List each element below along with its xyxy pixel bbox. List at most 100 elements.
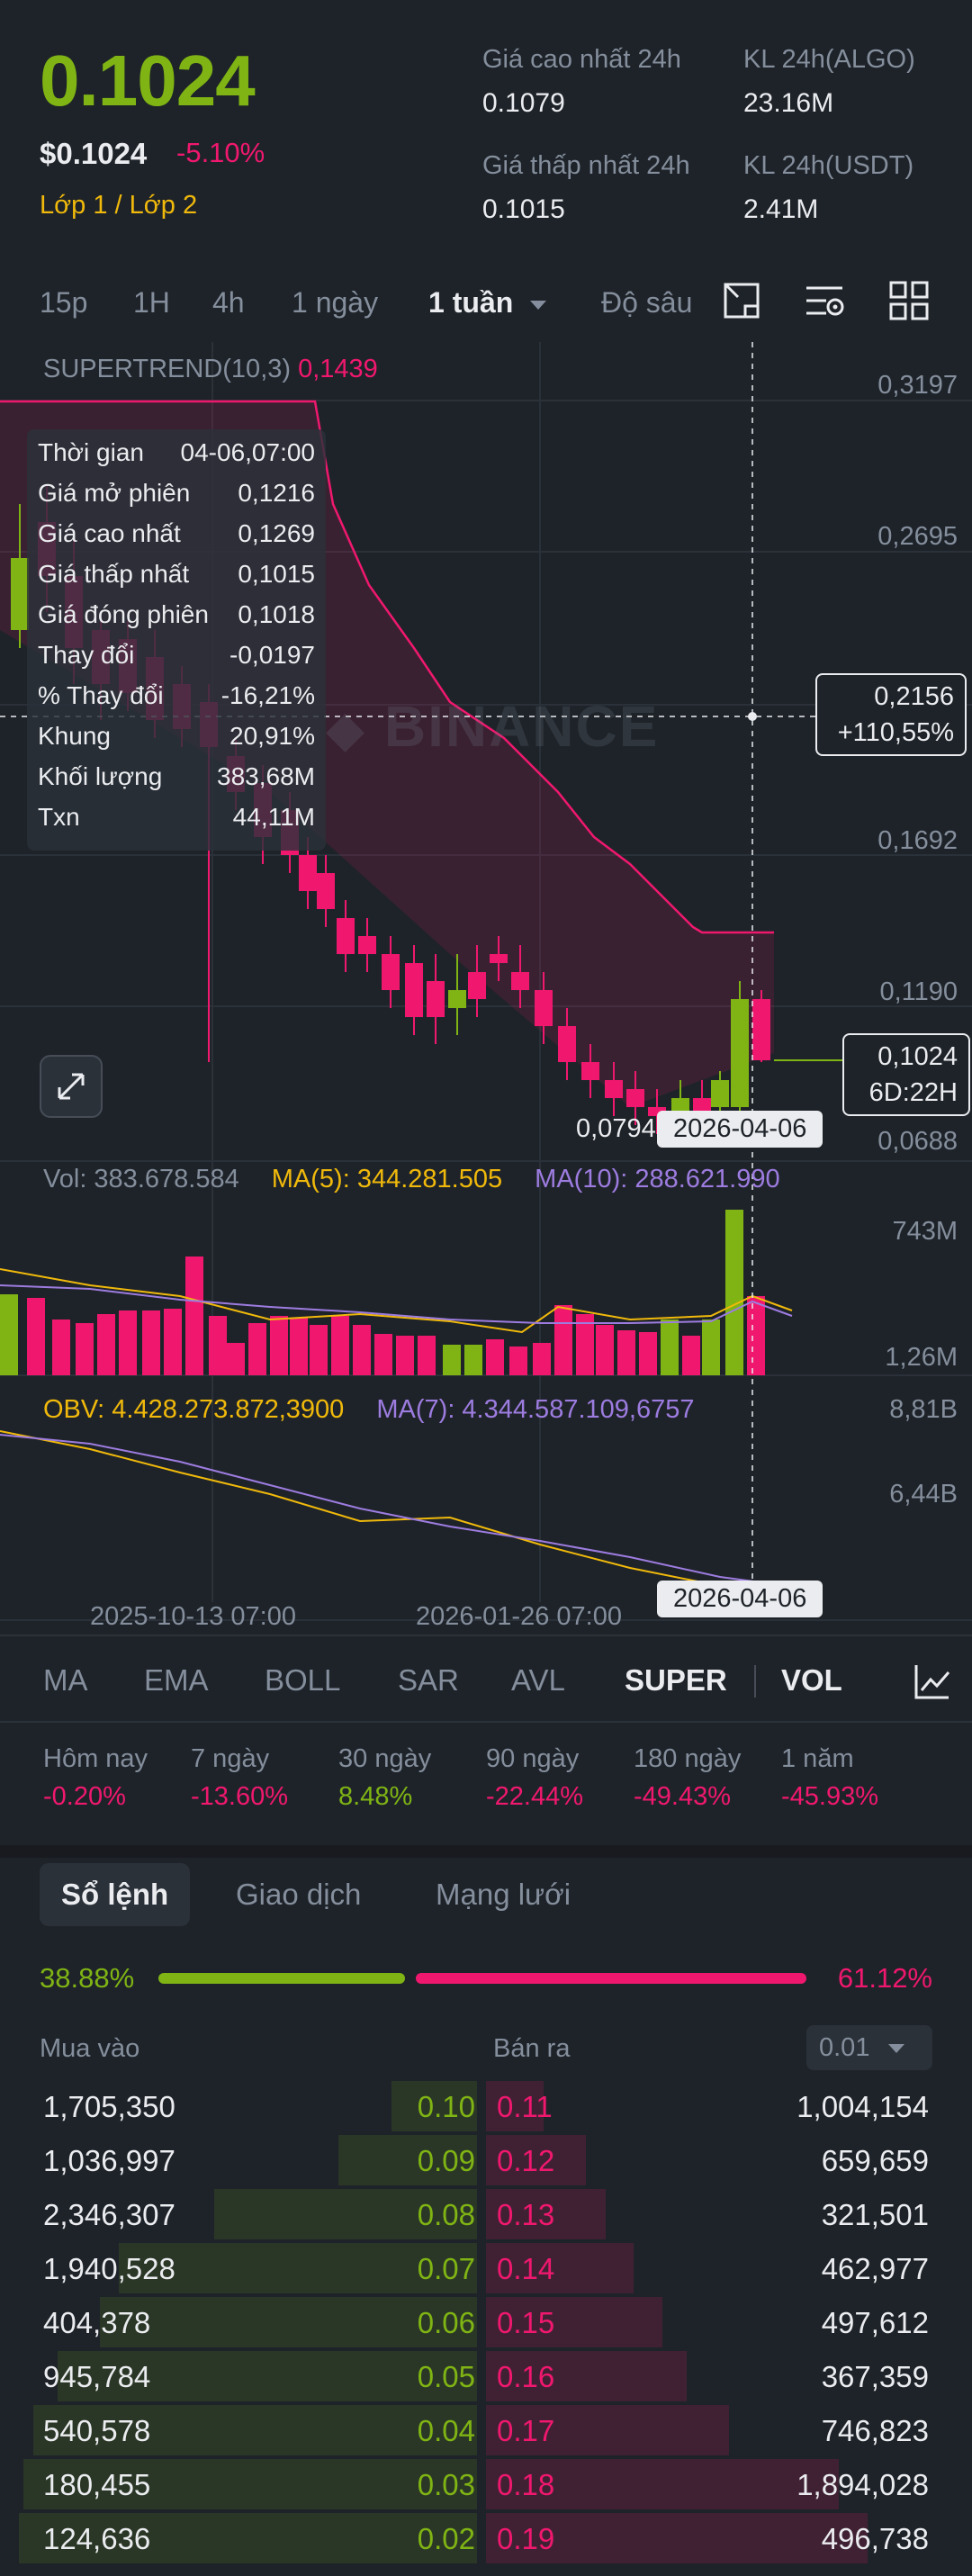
tooltip-key: Thời gian bbox=[38, 438, 144, 466]
bid-quantity: 1,940,528 bbox=[43, 2252, 176, 2285]
orderbook-row[interactable]: 1,705,350 0.10 0.11 1,004,154 bbox=[0, 2079, 972, 2133]
trades-tab[interactable]: Giao dịch bbox=[236, 1878, 362, 1911]
obv-y-mid: 6,44B bbox=[889, 1480, 958, 1509]
orderbook-row[interactable]: 1,940,528 0.07 0.14 462,977 bbox=[0, 2241, 972, 2295]
bid-depth-bar bbox=[338, 2135, 477, 2185]
obv-ma7-line bbox=[0, 1434, 775, 1585]
x-axis-label: 2026-01-26 07:00 bbox=[416, 1602, 622, 1631]
vol-ma5-label: MA(5): 344.281.505 bbox=[271, 1165, 503, 1193]
precision-select[interactable]: 0.01 bbox=[806, 2025, 932, 2070]
obv-ma7-label: MA(7): 4.344.587.109,6757 bbox=[376, 1395, 695, 1424]
price-usd: $0.1024 bbox=[40, 137, 148, 170]
last-price-box: 0,1024 6D:22H bbox=[842, 1033, 970, 1116]
chart-settings-icon[interactable] bbox=[803, 279, 846, 322]
orderbook-tab[interactable]: Sổ lệnh bbox=[40, 1863, 191, 1926]
ask-depth-bar bbox=[486, 2459, 839, 2509]
tab-divider bbox=[754, 1665, 756, 1698]
orderbook-row[interactable]: 540,578 0.04 0.17 746,823 bbox=[0, 2403, 972, 2457]
tooltip-value: -16,21% bbox=[220, 681, 315, 709]
binance-watermark: ◆ BINANCE bbox=[326, 694, 660, 759]
grid-layout-icon[interactable] bbox=[887, 279, 931, 322]
volume-bar bbox=[331, 1316, 349, 1375]
tooltip-value: 0,1018 bbox=[238, 600, 315, 628]
stat-label-high: Giá cao nhất 24h bbox=[482, 45, 681, 74]
ask-quantity: 321,501 bbox=[821, 2198, 929, 2231]
candle-body bbox=[405, 963, 423, 1017]
orderbook-row[interactable]: 404,378 0.06 0.15 497,612 bbox=[0, 2295, 972, 2349]
y-axis-label: 0,1692 bbox=[878, 826, 958, 855]
perf-period-label: 30 ngày bbox=[338, 1744, 432, 1773]
candle-body bbox=[317, 873, 335, 909]
candle-body bbox=[490, 954, 508, 963]
perf-period-label: 1 năm bbox=[781, 1744, 854, 1773]
ask-price: 0.17 bbox=[497, 2414, 555, 2447]
volume-bar bbox=[702, 1320, 720, 1375]
bid-price: 0.10 bbox=[417, 2090, 475, 2123]
bid-quantity: 2,346,307 bbox=[43, 2198, 176, 2231]
indicator-tab-ema[interactable]: EMA bbox=[144, 1663, 209, 1697]
volume-bar bbox=[227, 1343, 245, 1375]
orderbook-row[interactable]: 2,346,307 0.08 0.13 321,501 bbox=[0, 2187, 972, 2241]
ask-price: 0.14 bbox=[497, 2252, 555, 2285]
last-price: 0.1024 bbox=[40, 41, 256, 121]
network-tab[interactable]: Mạng lưới bbox=[436, 1878, 572, 1911]
bid-quantity: 404,378 bbox=[43, 2306, 151, 2339]
volume-bar bbox=[554, 1305, 572, 1375]
indicator-tab-super[interactable]: SUPER bbox=[625, 1663, 727, 1697]
tooltip-key: Giá đóng phiên bbox=[38, 600, 209, 628]
tooltip-value: 0,1015 bbox=[238, 560, 315, 588]
stat-label-vol-algo: KL 24h(ALGO) bbox=[743, 45, 915, 74]
volume-ma5-line bbox=[0, 1268, 793, 1334]
crosshair-price: 0,2156 bbox=[874, 682, 954, 711]
vol-label: Vol: 383.678.584 bbox=[43, 1165, 239, 1193]
tooltip-row: Giá cao nhất 0,1269 bbox=[38, 519, 315, 560]
volume-bar bbox=[682, 1336, 700, 1375]
tf-4h[interactable]: 4h bbox=[212, 286, 245, 319]
candle-body bbox=[626, 1089, 644, 1107]
layer-category-link[interactable]: Lớp 1 / Lớp 2 bbox=[40, 191, 198, 220]
indicator-tab-sar[interactable]: SAR bbox=[398, 1663, 459, 1697]
tf-1w[interactable]: 1 tuần bbox=[428, 286, 548, 320]
tf-1d[interactable]: 1 ngày bbox=[292, 286, 379, 319]
orderbook-row[interactable]: 124,636 0.02 0.19 496,738 bbox=[0, 2511, 972, 2565]
bid-price: 0.07 bbox=[417, 2252, 475, 2285]
tooltip-value: 20,91% bbox=[230, 722, 315, 750]
tooltip-row: Khối lượng 383,68M bbox=[38, 762, 315, 803]
indicator-tab-ma[interactable]: MA bbox=[43, 1663, 88, 1697]
indicator-settings-icon[interactable] bbox=[913, 1662, 952, 1701]
chart-expand-icon[interactable] bbox=[720, 279, 763, 322]
candle-body bbox=[648, 1107, 666, 1116]
tooltip-key: % Thay đổi bbox=[38, 681, 164, 709]
vol-y-top: 743M bbox=[892, 1217, 958, 1246]
ask-quantity: 462,977 bbox=[821, 2252, 929, 2285]
candle-body bbox=[605, 1080, 623, 1098]
tf-depth[interactable]: Độ sâu bbox=[601, 286, 693, 319]
bid-depth-bar bbox=[214, 2189, 477, 2239]
ask-depth-bar bbox=[486, 2513, 868, 2563]
perf-period-value: -0.20% bbox=[43, 1782, 126, 1811]
orderbook-row[interactable]: 945,784 0.05 0.16 367,359 bbox=[0, 2349, 972, 2403]
sell-ratio-percent: 61.12% bbox=[837, 1962, 932, 1994]
bid-column-header: Mua vào bbox=[40, 2034, 140, 2063]
tf-15m[interactable]: 15p bbox=[40, 286, 88, 319]
volume-bar bbox=[270, 1316, 288, 1375]
tf-1h[interactable]: 1H bbox=[133, 286, 170, 319]
volume-bar bbox=[248, 1323, 266, 1375]
indicator-tab-vol[interactable]: VOL bbox=[781, 1663, 842, 1697]
perf-period-value: -45.93% bbox=[781, 1782, 879, 1811]
fullscreen-button[interactable] bbox=[40, 1055, 103, 1118]
indicator-tab-avl[interactable]: AVL bbox=[511, 1663, 565, 1697]
candle-body bbox=[448, 990, 466, 1008]
volume-bar bbox=[0, 1294, 18, 1375]
volume-bar bbox=[443, 1345, 461, 1375]
bid-quantity: 945,784 bbox=[43, 2360, 151, 2393]
perf-period-label: 7 ngày bbox=[191, 1744, 270, 1773]
orderbook-row[interactable]: 1,036,997 0.09 0.12 659,659 bbox=[0, 2133, 972, 2187]
indicator-tab-boll[interactable]: BOLL bbox=[265, 1663, 341, 1697]
bid-depth-bar bbox=[19, 2513, 477, 2563]
supertrend-label: SUPERTREND(10,3) bbox=[43, 355, 292, 383]
orderbook-row[interactable]: 180,455 0.03 0.18 1,894,028 bbox=[0, 2457, 972, 2511]
volume-bar bbox=[185, 1256, 203, 1375]
ask-price: 0.16 bbox=[497, 2360, 555, 2393]
bid-price: 0.02 bbox=[417, 2522, 475, 2555]
